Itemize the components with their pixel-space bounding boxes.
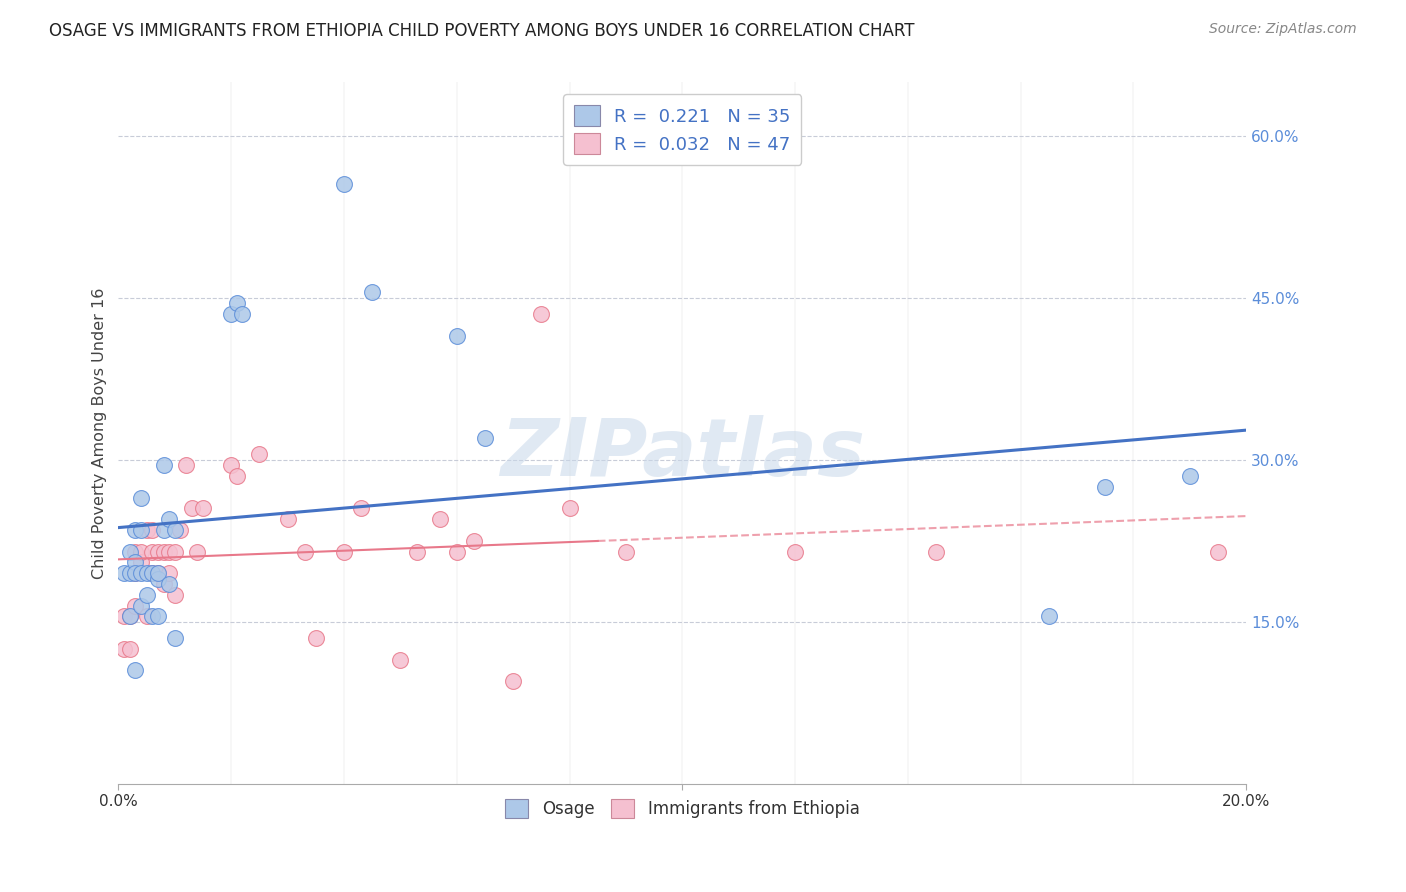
Point bbox=[141, 566, 163, 581]
Point bbox=[112, 609, 135, 624]
Point bbox=[129, 491, 152, 505]
Point bbox=[146, 566, 169, 581]
Point bbox=[305, 631, 328, 645]
Point bbox=[463, 533, 485, 548]
Point bbox=[157, 577, 180, 591]
Point bbox=[446, 328, 468, 343]
Point bbox=[124, 664, 146, 678]
Point bbox=[163, 523, 186, 537]
Point bbox=[163, 544, 186, 558]
Point bbox=[474, 431, 496, 445]
Legend: Osage, Immigrants from Ethiopia: Osage, Immigrants from Ethiopia bbox=[499, 792, 866, 824]
Point bbox=[180, 501, 202, 516]
Point bbox=[1206, 544, 1229, 558]
Point bbox=[124, 599, 146, 613]
Text: ZIPatlas: ZIPatlas bbox=[501, 415, 865, 493]
Point bbox=[141, 523, 163, 537]
Point bbox=[225, 469, 247, 483]
Point bbox=[1178, 469, 1201, 483]
Point bbox=[135, 609, 157, 624]
Point bbox=[146, 566, 169, 581]
Point bbox=[152, 577, 174, 591]
Point bbox=[146, 544, 169, 558]
Point bbox=[163, 631, 186, 645]
Point bbox=[219, 307, 242, 321]
Point bbox=[152, 458, 174, 473]
Point bbox=[118, 641, 141, 656]
Point bbox=[446, 544, 468, 558]
Point bbox=[249, 447, 271, 461]
Point bbox=[169, 523, 191, 537]
Point bbox=[333, 178, 356, 192]
Point bbox=[118, 544, 141, 558]
Point bbox=[141, 609, 163, 624]
Point bbox=[219, 458, 242, 473]
Point bbox=[157, 544, 180, 558]
Point bbox=[129, 523, 152, 537]
Point bbox=[502, 674, 524, 689]
Text: OSAGE VS IMMIGRANTS FROM ETHIOPIA CHILD POVERTY AMONG BOYS UNDER 16 CORRELATION : OSAGE VS IMMIGRANTS FROM ETHIOPIA CHILD … bbox=[49, 22, 915, 40]
Point bbox=[429, 512, 451, 526]
Point bbox=[124, 566, 146, 581]
Point bbox=[124, 555, 146, 569]
Point bbox=[129, 566, 152, 581]
Point bbox=[129, 599, 152, 613]
Point bbox=[141, 544, 163, 558]
Point bbox=[118, 566, 141, 581]
Point bbox=[157, 512, 180, 526]
Point bbox=[118, 609, 141, 624]
Y-axis label: Child Poverty Among Boys Under 16: Child Poverty Among Boys Under 16 bbox=[93, 287, 107, 579]
Point bbox=[186, 544, 208, 558]
Point bbox=[294, 544, 316, 558]
Point bbox=[614, 544, 637, 558]
Point bbox=[135, 523, 157, 537]
Point bbox=[350, 501, 373, 516]
Point bbox=[135, 588, 157, 602]
Point bbox=[333, 544, 356, 558]
Point bbox=[118, 609, 141, 624]
Point bbox=[231, 307, 253, 321]
Text: Source: ZipAtlas.com: Source: ZipAtlas.com bbox=[1209, 22, 1357, 37]
Point bbox=[191, 501, 214, 516]
Point bbox=[361, 285, 384, 300]
Point bbox=[785, 544, 807, 558]
Point bbox=[124, 523, 146, 537]
Point bbox=[406, 544, 429, 558]
Point bbox=[163, 588, 186, 602]
Point bbox=[112, 641, 135, 656]
Point bbox=[129, 544, 152, 558]
Point bbox=[135, 566, 157, 581]
Point bbox=[558, 501, 581, 516]
Point bbox=[389, 652, 412, 666]
Point bbox=[1038, 609, 1060, 624]
Point bbox=[174, 458, 197, 473]
Point bbox=[152, 544, 174, 558]
Point bbox=[277, 512, 299, 526]
Point bbox=[124, 566, 146, 581]
Point bbox=[146, 572, 169, 586]
Point bbox=[925, 544, 948, 558]
Point bbox=[141, 566, 163, 581]
Point bbox=[112, 566, 135, 581]
Point bbox=[124, 544, 146, 558]
Point bbox=[530, 307, 553, 321]
Point bbox=[129, 555, 152, 569]
Point bbox=[146, 609, 169, 624]
Point bbox=[1094, 480, 1116, 494]
Point bbox=[152, 523, 174, 537]
Point bbox=[225, 296, 247, 310]
Point bbox=[157, 566, 180, 581]
